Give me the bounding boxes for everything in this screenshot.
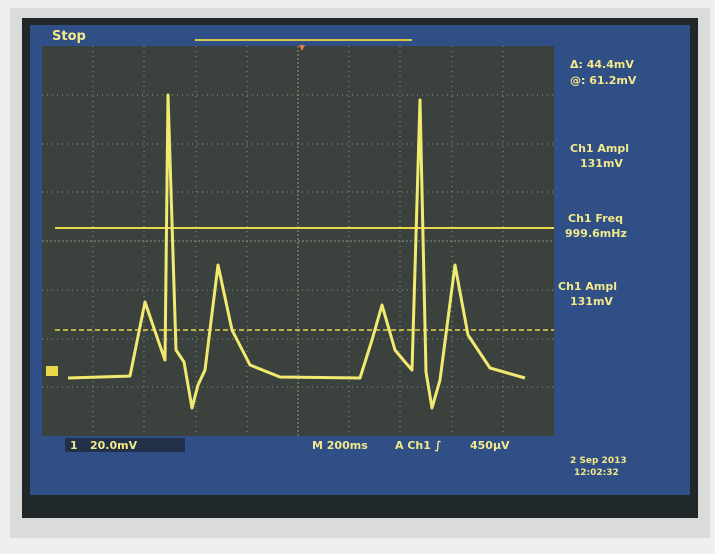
measure-value: 131mV bbox=[570, 295, 613, 308]
measure-value: 131mV bbox=[580, 157, 623, 170]
measure-label: Ch1 Freq bbox=[568, 212, 623, 225]
timebase: M 200ms bbox=[312, 439, 368, 452]
channel-marker bbox=[46, 366, 58, 376]
trigger-level: 450µV bbox=[470, 439, 510, 452]
channel: 1 bbox=[70, 439, 78, 452]
date: 2 Sep 2013 bbox=[570, 456, 627, 466]
cursor-at: @: 61.2mV bbox=[570, 74, 637, 87]
trigger: A Ch1 ∫ bbox=[395, 439, 442, 452]
status: Stop bbox=[52, 29, 86, 44]
oscilloscope-photo: Stop Δ: 44.4mV @: 61.2mV Ch1 Ampl 131mV … bbox=[0, 0, 715, 550]
scale: 20.0mV bbox=[90, 439, 138, 452]
time: 12:02:32 bbox=[574, 468, 619, 478]
measure-value: 999.6mHz bbox=[565, 227, 627, 240]
measure-label: Ch1 Ampl bbox=[558, 280, 617, 293]
measure-label: Ch1 Ampl bbox=[570, 142, 629, 155]
cursor-delta: Δ: 44.4mV bbox=[570, 58, 634, 71]
page: {"header": {"status": "Stop"}, "cursor":… bbox=[0, 0, 715, 550]
